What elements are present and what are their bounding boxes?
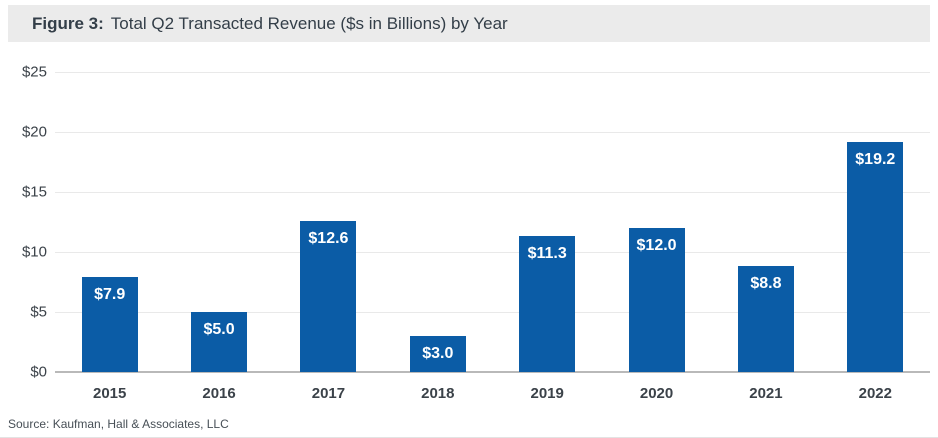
bar-value-label: $12.0	[636, 237, 677, 254]
y-axis-tick-label: $15	[21, 183, 47, 201]
source-attribution: Source: Kaufman, Hall & Associates, LLC	[8, 417, 229, 431]
figure-title-band: Figure 3: Total Q2 Transacted Revenue ($…	[8, 5, 930, 42]
y-axis-tick-label: $10	[21, 243, 47, 261]
y-axis-tick-label: $5	[30, 303, 47, 321]
gridline-$5	[55, 312, 930, 313]
x-axis-tick-label: 2017	[311, 385, 346, 402]
bar-2021: $8.8	[737, 266, 794, 372]
bar-2015: $7.9	[81, 277, 138, 372]
bar-2018: $3.0	[409, 336, 466, 372]
bar-2019: $11.3	[519, 236, 576, 372]
x-axis-tick-label: 2016	[202, 385, 236, 402]
x-axis-tick-label: 2022	[858, 385, 892, 402]
x-axis-tick-label: 2020	[639, 385, 674, 402]
y-axis-tick-label: $25	[21, 63, 47, 81]
y-axis-tick-label: $0	[30, 363, 47, 381]
x-axis-line	[55, 371, 930, 373]
bar-value-label: $8.8	[750, 275, 782, 293]
gridline-$20	[55, 132, 930, 133]
bar-value-label: $19.2	[855, 150, 896, 168]
gridline-$15	[55, 192, 930, 193]
bar-2020: $12.0	[628, 228, 685, 372]
figure-title-text: Total Q2 Transacted Revenue ($s in Billi…	[110, 13, 508, 33]
bar-value-label: $12.6	[308, 229, 349, 247]
bar-2017: $12.6	[300, 220, 357, 372]
figure-number-label: Figure 3:	[32, 13, 104, 33]
bar-value-label: $3.0	[422, 345, 454, 362]
x-axis-tick-label: 2021	[749, 385, 783, 402]
gridline-$25	[55, 72, 930, 73]
bar-2022: $19.2	[847, 141, 904, 372]
bar-2016: $5.0	[191, 312, 248, 372]
gridline-$10	[55, 252, 930, 253]
y-axis-tick-label: $20	[21, 123, 47, 141]
x-axis-tick-label: 2018	[421, 385, 455, 402]
x-axis-tick-label: 2019	[530, 385, 564, 402]
x-axis-tick-label: 2015	[93, 385, 127, 402]
bar-chart-plot-area: $0 $5 $10 $15 $20 $25 $7.9 2015 $5.0 2016 $12.6 201…	[22, 64, 930, 402]
bar-value-label: $7.9	[94, 286, 126, 304]
bar-value-label: $5.0	[203, 321, 235, 338]
bar-value-label: $11.3	[527, 245, 567, 263]
